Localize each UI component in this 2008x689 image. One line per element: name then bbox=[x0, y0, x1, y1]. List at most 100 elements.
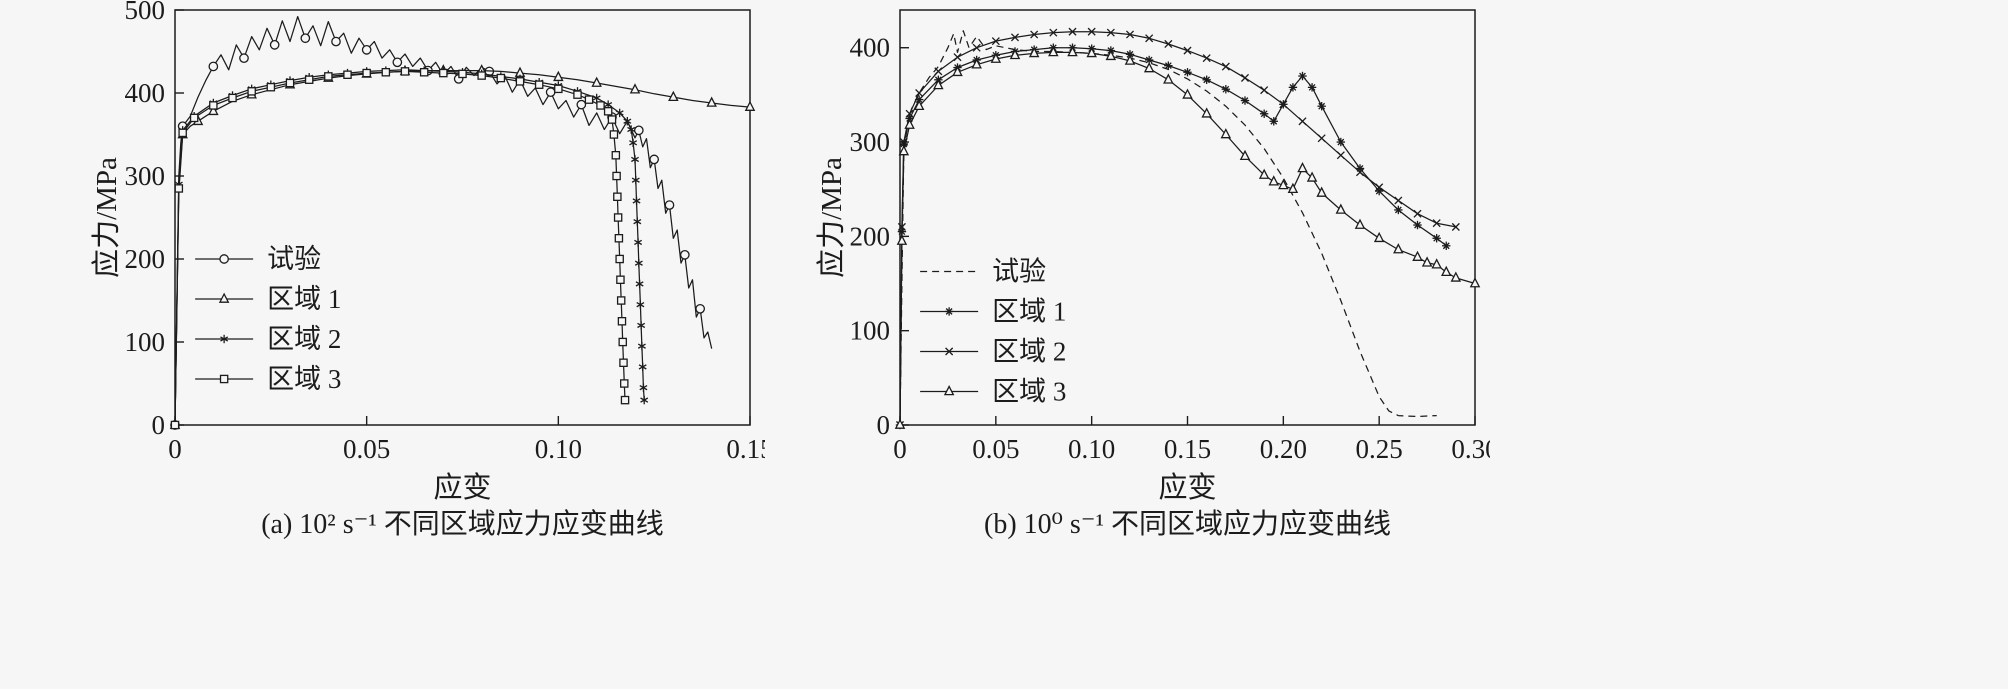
x-tick-label: 0.15 bbox=[1164, 434, 1211, 464]
marker-triangle bbox=[218, 292, 230, 303]
marker-triangle bbox=[1373, 231, 1385, 243]
marker-triangle bbox=[1143, 62, 1155, 73]
marker-triangle bbox=[1431, 258, 1442, 269]
marker-square bbox=[515, 77, 525, 86]
marker-triangle bbox=[1412, 250, 1423, 261]
x-tick-label: 0.05 bbox=[343, 434, 390, 464]
x-tick-label: 0 bbox=[168, 434, 182, 464]
marker-star bbox=[1126, 50, 1134, 58]
marker-circle bbox=[392, 57, 403, 68]
marker-triangle bbox=[990, 52, 1002, 63]
marker-x bbox=[953, 53, 962, 62]
marker-asterisk bbox=[639, 384, 648, 391]
marker-triangle bbox=[1393, 243, 1404, 254]
marker-x bbox=[1010, 33, 1020, 42]
marker-square bbox=[617, 316, 627, 326]
marker-square bbox=[496, 73, 506, 83]
marker-x bbox=[934, 67, 943, 76]
legend-label: 区域 1 bbox=[992, 296, 1066, 326]
marker-square bbox=[304, 75, 314, 84]
chart-b-caption: (b) 10⁰ s⁻¹ 不同区域应力应变曲线 bbox=[984, 509, 1391, 540]
marker-asterisk bbox=[631, 177, 640, 183]
x-tick-label: 0.30 bbox=[1451, 434, 1490, 464]
marker-triangle bbox=[1201, 107, 1212, 118]
marker-star bbox=[1222, 85, 1230, 93]
marker-star bbox=[1433, 234, 1441, 242]
marker-asterisk bbox=[637, 322, 646, 329]
marker-triangle bbox=[1335, 203, 1347, 214]
y-axis-title: 应力/MPa bbox=[815, 157, 848, 278]
y-tick-label: 300 bbox=[125, 161, 166, 191]
x-tick-label: 0.05 bbox=[972, 434, 1019, 464]
chart-a-plot: 0 0.05 0.10 0.15 0 100 200 300 400 500 应变 应力/MPa 试验区… bbox=[90, 0, 765, 500]
marker-triangle bbox=[904, 118, 915, 129]
chart-a-caption: (a) 10² s⁻¹ 不同区域应力应变曲线 bbox=[261, 509, 664, 540]
marker-circle bbox=[300, 33, 311, 44]
marker-x bbox=[1394, 196, 1403, 205]
figure-row: 0 0.05 0.10 0.15 0 100 200 300 400 500 应变 应力/MPa 试验区… bbox=[90, 0, 1490, 540]
marker-asterisk bbox=[623, 118, 632, 124]
marker-asterisk bbox=[635, 281, 644, 287]
marker-x bbox=[1260, 86, 1269, 95]
marker-square bbox=[609, 130, 619, 139]
marker-circle bbox=[649, 154, 660, 165]
marker-square bbox=[170, 420, 180, 430]
legend-label: 区域 1 bbox=[267, 284, 341, 314]
marker-asterisk bbox=[636, 301, 645, 308]
marker-asterisk bbox=[629, 140, 638, 146]
x-tick-label: 0 bbox=[893, 434, 907, 464]
x-tick-label: 0.25 bbox=[1356, 434, 1403, 464]
marker-triangle bbox=[1354, 218, 1366, 229]
marker-circle bbox=[664, 200, 675, 210]
marker-square bbox=[603, 107, 613, 116]
marker-circle bbox=[576, 99, 587, 110]
marker-triangle bbox=[1028, 46, 1040, 58]
marker-square bbox=[615, 254, 624, 264]
marker-triangle bbox=[706, 96, 717, 107]
marker-circle bbox=[239, 53, 249, 63]
y-tick-label: 300 bbox=[850, 127, 891, 157]
marker-x bbox=[945, 347, 954, 356]
marker-circle bbox=[269, 40, 280, 50]
legend-label: 试验 bbox=[992, 256, 1046, 286]
y-tick-label: 100 bbox=[125, 327, 166, 357]
marker-square bbox=[458, 69, 467, 79]
y-tick-label: 200 bbox=[125, 244, 166, 274]
marker-triangle bbox=[629, 83, 641, 94]
marker-asterisk bbox=[220, 336, 229, 342]
series-line-区域 3 bbox=[174, 70, 626, 426]
legend-label: 区域 2 bbox=[267, 324, 341, 354]
series-line-区域 1 bbox=[174, 69, 751, 426]
marker-triangle bbox=[1182, 88, 1193, 99]
y-tick-label: 200 bbox=[850, 221, 891, 251]
marker-triangle bbox=[1239, 149, 1251, 161]
marker-triangle bbox=[1278, 179, 1289, 190]
marker-triangle bbox=[898, 145, 910, 156]
marker-square bbox=[285, 78, 295, 88]
marker-circle bbox=[695, 303, 706, 314]
marker-square bbox=[616, 296, 626, 305]
marker-square bbox=[381, 68, 391, 77]
marker-square bbox=[219, 374, 229, 384]
series-line-区域 3 bbox=[899, 51, 1476, 426]
marker-star bbox=[1145, 56, 1153, 64]
marker-x bbox=[1279, 100, 1288, 109]
marker-square bbox=[174, 184, 184, 193]
marker-x bbox=[1106, 28, 1115, 37]
marker-star bbox=[945, 308, 953, 315]
marker-x bbox=[1068, 27, 1077, 36]
marker-triangle bbox=[933, 79, 944, 90]
marker-triangle bbox=[894, 418, 906, 429]
marker-triangle bbox=[913, 99, 925, 111]
marker-square bbox=[400, 67, 410, 76]
marker-square bbox=[613, 192, 622, 201]
marker-x bbox=[1298, 117, 1307, 126]
marker-square bbox=[618, 337, 627, 347]
marker-x bbox=[1202, 54, 1211, 63]
x-tick-label: 0.15 bbox=[726, 434, 765, 464]
marker-x bbox=[1451, 222, 1460, 231]
x-axis-title: 应变 bbox=[1158, 471, 1216, 500]
x-tick-label: 0.10 bbox=[1068, 434, 1115, 464]
marker-circle bbox=[633, 125, 644, 136]
marker-star bbox=[1260, 110, 1268, 118]
